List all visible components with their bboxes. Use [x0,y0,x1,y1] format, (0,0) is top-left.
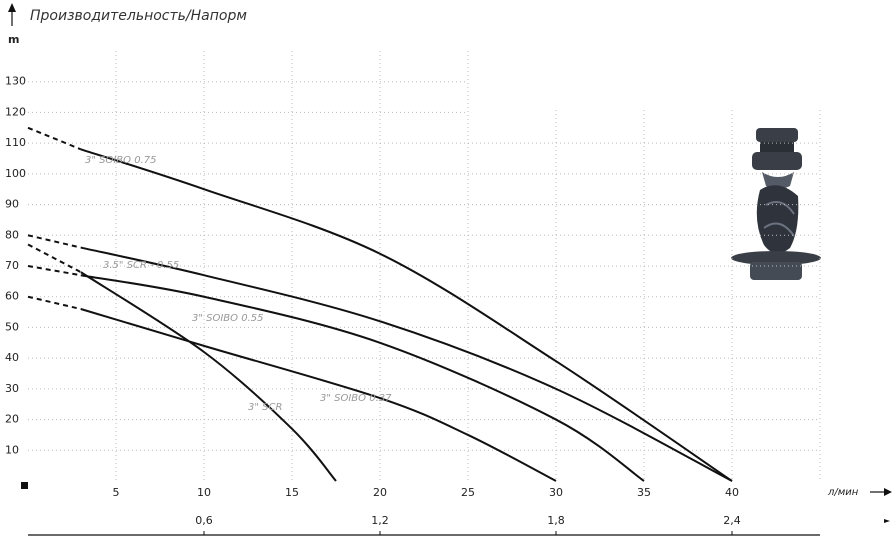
curve-extrapolated [27,243,82,274]
pump-part [762,172,794,189]
pump-part [756,185,799,254]
x2-axis-arrowhead [884,519,890,523]
curve-extrapolated [27,265,81,277]
y-tick-label: 40 [5,351,19,364]
curve [80,271,337,482]
series-label: 3" SOIBO 0.75 [85,155,156,166]
x-axis-label: л/мин [827,487,859,498]
curve [80,274,645,482]
y-tick-label: 10 [5,443,19,456]
y-tick-label: 110 [5,136,26,149]
y-tick-label: 30 [5,382,19,395]
x-tick-label: 25 [461,486,475,499]
curve [80,246,733,482]
x-tick-label: 5 [113,486,120,499]
series-label: 3" SOIBO 0.37 [320,393,392,404]
y-axis-arrowhead [8,3,16,12]
pump-part [752,152,802,170]
y-tick-label: 90 [5,198,19,211]
x2-tick-label: 1,8 [547,514,565,527]
x2-tick-label: 2,4 [723,514,741,527]
y-tick-label: 130 [5,75,26,88]
y-axis-label: m [8,33,19,46]
y-tick-label: 70 [5,259,19,272]
x-tick-label: 35 [637,486,651,499]
curve-extrapolated [27,126,82,151]
x-tick-label: 10 [197,486,211,499]
x-tick-label: 30 [549,486,563,499]
y-tick-label: 50 [5,320,19,333]
curve [80,308,557,482]
pump-image [731,128,821,280]
pump-part [731,251,821,265]
y-tick-label: 60 [5,290,19,303]
pump-part [756,128,798,142]
curve-extrapolated [27,295,82,310]
series-label: 3" SCR [248,402,282,413]
x-tick-label: 20 [373,486,387,499]
pump-part [760,142,794,152]
x2-tick-label: 1,2 [371,514,389,527]
pump-part [763,201,795,237]
series-label: 3.5" SCR - 0.55 [103,260,179,271]
x-tick-label: 15 [285,486,299,499]
y-tick-label: 20 [5,413,19,426]
x-tick-label: 40 [725,486,739,499]
y-tick-label: 120 [5,105,26,118]
origin-marker [21,482,28,489]
x-axis-arrowhead [884,488,892,496]
pump-part [750,262,802,280]
curve-extrapolated [27,234,82,249]
x2-tick-label: 0,6 [195,514,213,527]
y-tick-label: 80 [5,228,19,241]
series-label: 3" SOIBO 0.55 [192,313,263,324]
chart-title: Производительность/Напорм [30,8,247,24]
y-tick-label: 100 [5,167,26,180]
curve [80,148,733,482]
